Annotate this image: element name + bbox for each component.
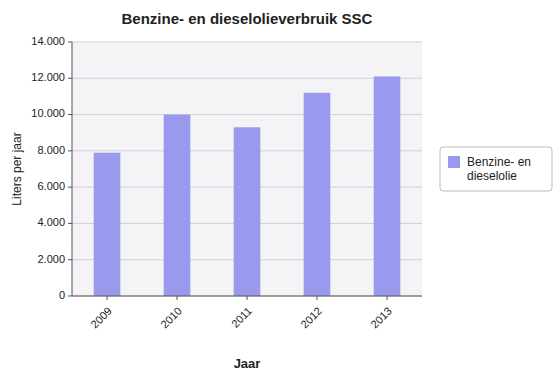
y-axis-label: Liters per jaar <box>10 132 24 205</box>
y-tick-label: 0 <box>59 289 65 301</box>
x-tick-label: 2009 <box>88 305 114 331</box>
x-tick <box>177 296 178 300</box>
y-tick <box>68 150 72 151</box>
bar <box>374 76 401 296</box>
y-tick-label: 12.000 <box>31 71 65 83</box>
chart-svg: 0 2.000 4.000 6.000 8.000 10.000 12.000 14.000 2… <box>0 0 557 378</box>
y-tick <box>68 223 72 224</box>
chart-title: Benzine- en dieselolieverbruik SSC <box>122 10 373 27</box>
y-tick <box>68 42 72 43</box>
y-tick <box>68 259 72 260</box>
y-tick <box>68 78 72 79</box>
grid-line <box>72 78 422 79</box>
y-axis <box>72 42 73 296</box>
plot-background <box>72 42 422 296</box>
x-axis-label: Jaar <box>234 356 261 371</box>
y-tick-label: 4.000 <box>37 216 65 228</box>
x-tick <box>317 296 318 300</box>
legend-swatch <box>448 156 460 168</box>
x-tick <box>247 296 248 300</box>
x-tick-label: 2010 <box>158 305 184 331</box>
legend-label-line: dieselolie <box>467 169 517 183</box>
x-tick-label: 2011 <box>229 305 254 330</box>
x-tick <box>107 296 108 300</box>
legend-label-line: Benzine- en <box>467 155 531 169</box>
grid-line <box>72 114 422 115</box>
x-tick-label: 2013 <box>368 305 394 331</box>
grid-line <box>72 42 422 43</box>
chart-container: 0 2.000 4.000 6.000 8.000 10.000 12.000 14.000 2… <box>0 0 557 378</box>
y-tick-label: 14.000 <box>31 35 65 47</box>
legend-label: Benzine- endieselolie <box>467 155 531 183</box>
y-tick-label: 6.000 <box>37 180 65 192</box>
legend: Benzine- endieselolie <box>440 147 552 191</box>
y-tick <box>68 187 72 188</box>
y-tick <box>68 296 72 297</box>
y-tick-label: 2.000 <box>37 253 65 265</box>
bar <box>304 93 331 296</box>
bar <box>234 127 261 296</box>
x-tick-label: 2012 <box>298 305 324 331</box>
bar <box>164 115 191 296</box>
y-tick <box>68 114 72 115</box>
bars <box>94 76 401 296</box>
y-tick-label: 8.000 <box>37 144 65 156</box>
bar <box>94 153 121 296</box>
y-tick-label: 10.000 <box>31 107 65 119</box>
legend-box <box>440 147 552 191</box>
x-tick <box>387 296 388 300</box>
